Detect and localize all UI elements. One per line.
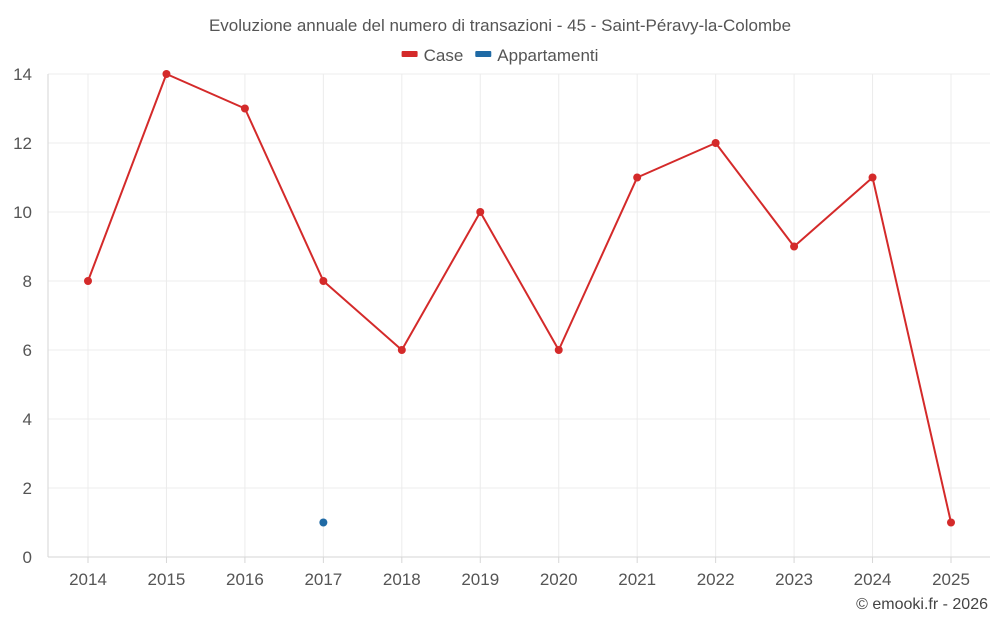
series-layer [84, 70, 955, 527]
y-tick-label: 8 [23, 272, 32, 291]
legend-label: Case [424, 46, 464, 65]
data-point[interactable] [476, 208, 485, 216]
data-point[interactable] [711, 139, 720, 147]
legend: Case Appartamenti [401, 46, 598, 65]
data-point[interactable] [790, 242, 799, 251]
y-tick-label: 2 [23, 479, 32, 498]
data-point[interactable] [947, 518, 955, 527]
x-tick-label: 2024 [854, 570, 892, 589]
axes: 0 2 4 6 8 10 12 14 2014 2015 2016 2017 2018 2019 2020 2… [13, 65, 990, 589]
y-tick-label: 0 [23, 548, 32, 567]
y-tick-label: 10 [13, 203, 32, 222]
series-case [84, 70, 955, 527]
grid [48, 73, 990, 557]
x-tick-label: 2020 [540, 570, 578, 589]
x-tick-label: 2018 [383, 570, 421, 589]
data-point[interactable] [162, 70, 171, 78]
data-point[interactable] [633, 173, 642, 182]
y-tick-label: 12 [13, 134, 32, 153]
legend-label: Appartamenti [497, 46, 598, 65]
series-line [87, 73, 952, 523]
x-tick-label: 2021 [618, 570, 656, 589]
x-tick-label: 2017 [304, 570, 342, 589]
x-tick-label: 2022 [697, 570, 735, 589]
data-point[interactable] [240, 104, 249, 113]
legend-swatch[interactable] [475, 51, 492, 57]
data-point[interactable] [868, 173, 877, 182]
x-tick-label: 2016 [226, 570, 264, 589]
y-tick-label: 4 [23, 410, 32, 429]
credit-text: © emooki.fr - 2026 [856, 596, 988, 613]
x-tick-label: 2019 [461, 570, 499, 589]
x-tick-label: 2014 [69, 570, 107, 589]
y-tick-label: 14 [13, 65, 32, 84]
data-point[interactable] [319, 518, 328, 527]
y-tick-label: 6 [23, 341, 32, 360]
series-appartamenti [319, 518, 328, 527]
x-tick-label: 2025 [932, 570, 970, 589]
data-point[interactable] [319, 277, 328, 285]
data-point[interactable] [84, 277, 92, 285]
data-point[interactable] [397, 346, 406, 354]
data-point[interactable] [554, 346, 563, 354]
x-tick-label: 2015 [148, 570, 186, 589]
legend-swatch[interactable] [401, 51, 418, 57]
x-tick-label: 2023 [775, 570, 813, 589]
chart-title: Evoluzione annuale del numero di transaz… [209, 16, 791, 35]
